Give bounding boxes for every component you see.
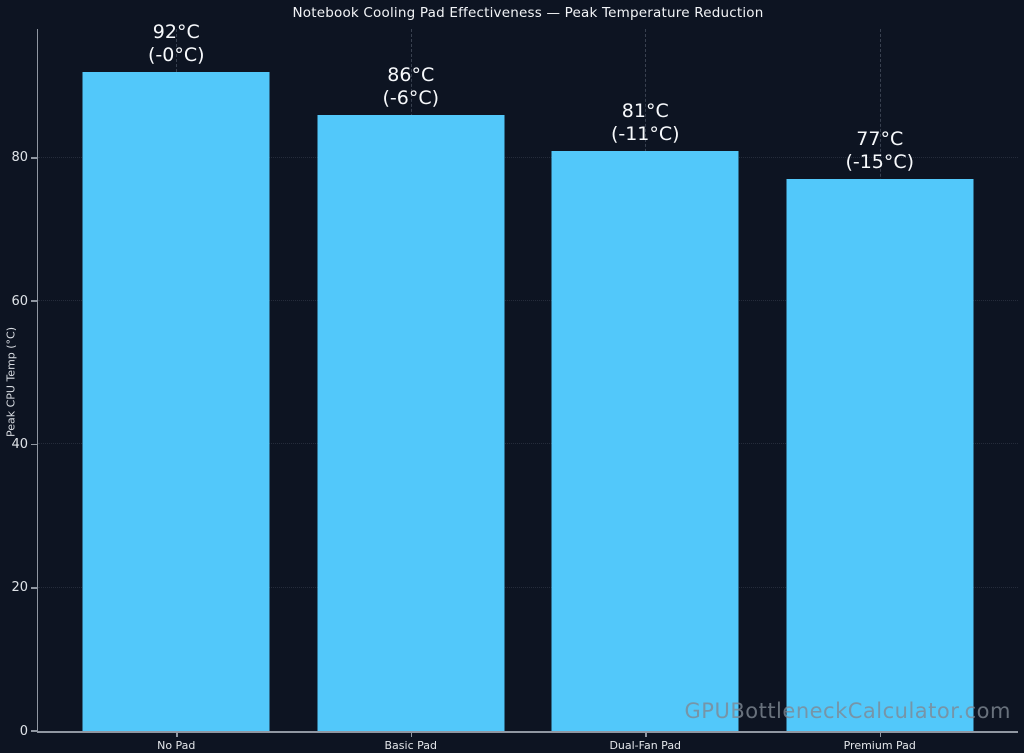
gridline-horizontal bbox=[38, 586, 1018, 588]
bar-value-label: 81°C (-11°C) bbox=[611, 100, 680, 146]
bar-value-label: 77°C (-15°C) bbox=[845, 128, 914, 174]
gridline-horizontal bbox=[38, 156, 1018, 158]
x-tick-label: Dual-Fan Pad bbox=[609, 739, 682, 752]
watermark: GPUBottleneckCalculator.com bbox=[684, 699, 1011, 723]
plot-area: 0 20 40 60 80 92°C (-0°C) No Pad 86°C (-6°C) Basic… bbox=[11, 21, 1018, 752]
category-slot: 77°C (-15°C) Premium Pad bbox=[763, 29, 998, 752]
bar-value-line: (-0°C) bbox=[147, 43, 205, 66]
x-tick-label: Basic Pad bbox=[384, 739, 437, 752]
category-slot: 81°C (-11°C) Dual-Fan Pad bbox=[528, 29, 763, 752]
x-tick bbox=[176, 733, 178, 737]
bar bbox=[82, 71, 270, 731]
y-axis-label: Peak CPU Temp (°C) bbox=[4, 326, 18, 438]
chart-title: Notebook Cooling Pad Effectiveness — Pea… bbox=[292, 5, 764, 21]
y-tick-label: 20 bbox=[11, 580, 28, 596]
category-slot: 92°C (-0°C) No Pad bbox=[59, 21, 294, 752]
x-tick-label: Premium Pad bbox=[843, 739, 916, 752]
bar-value-label: 86°C (-6°C) bbox=[382, 64, 439, 110]
category-slot: 86°C (-6°C) Basic Pad bbox=[294, 29, 529, 752]
bar-value-line: 86°C bbox=[387, 63, 435, 86]
y-tick-label: 80 bbox=[11, 150, 28, 166]
x-tick bbox=[410, 733, 413, 737]
y-tick bbox=[30, 157, 37, 159]
x-tick-label: No Pad bbox=[157, 739, 196, 752]
gridline-horizontal bbox=[38, 443, 1018, 445]
bar-value-line: (-11°C) bbox=[610, 122, 680, 145]
bar bbox=[551, 150, 739, 731]
y-tick bbox=[30, 443, 37, 446]
bar-value-label: 92°C (-0°C) bbox=[148, 21, 205, 67]
x-tick bbox=[645, 733, 647, 737]
y-tick bbox=[30, 587, 37, 589]
bar-value-line: (-15°C) bbox=[845, 151, 915, 174]
gridline-horizontal bbox=[38, 300, 1018, 302]
y-tick-label: 0 bbox=[19, 723, 28, 739]
x-tick bbox=[879, 733, 882, 737]
bar-value-line: 81°C bbox=[621, 99, 669, 122]
bar-value-line: (-6°C) bbox=[382, 86, 440, 109]
y-tick-label: 60 bbox=[11, 293, 28, 309]
bar bbox=[786, 179, 974, 731]
y-tick bbox=[30, 300, 37, 302]
y-tick bbox=[30, 730, 37, 732]
bar-value-line: 77°C bbox=[856, 128, 904, 151]
y-tick-label: 40 bbox=[11, 436, 28, 452]
bar bbox=[317, 114, 505, 731]
bar-value-line: 92°C bbox=[152, 20, 200, 43]
